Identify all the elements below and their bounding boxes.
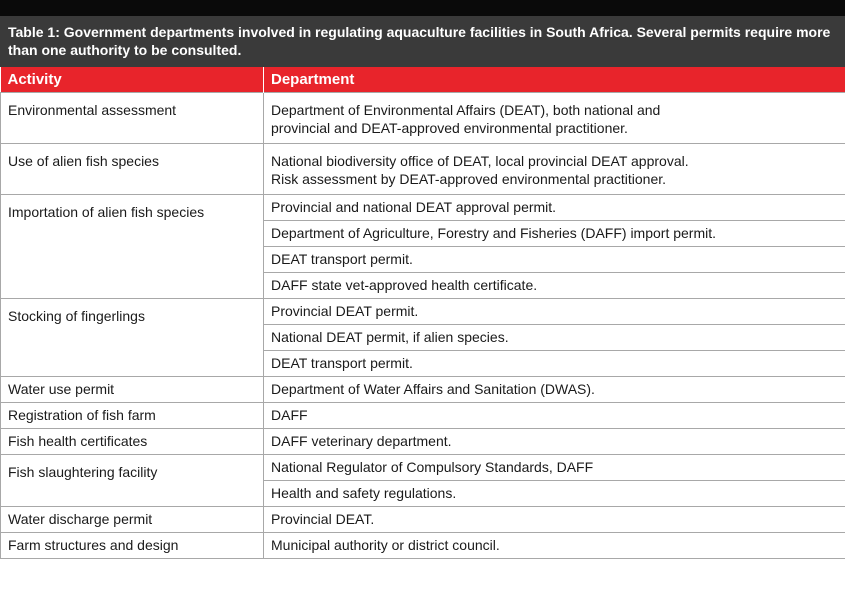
- department-cell: Provincial and national DEAT approval pe…: [263, 194, 845, 221]
- department-cell: National DEAT permit, if alien species.: [263, 324, 845, 351]
- activity-cell: Farm structures and design: [0, 532, 264, 559]
- activity-cell: Water discharge permit: [0, 506, 264, 533]
- table-row: Use of alien fish species National biodiv…: [0, 143, 845, 195]
- table-body: Environmental assessment Department of En…: [0, 92, 845, 559]
- table-row: Fish slaughtering facility National Regul…: [0, 454, 845, 507]
- table-row: Water discharge permit Provincial DEAT.: [0, 506, 845, 533]
- department-cell: DEAT transport permit.: [263, 350, 845, 377]
- top-bar: [0, 0, 845, 16]
- table-header-row: Activity Department: [0, 67, 845, 93]
- header-activity: Activity: [0, 67, 264, 93]
- activity-cell: Fish slaughtering facility: [0, 454, 264, 507]
- department-cell: DAFF: [263, 402, 845, 429]
- department-cell: Department of Water Affairs and Sanitati…: [263, 376, 845, 403]
- table-row: Importation of alien fish species Provinc…: [0, 194, 845, 299]
- department-cell: Municipal authority or district council.: [263, 532, 845, 559]
- department-cell: Health and safety regulations.: [263, 480, 845, 507]
- header-department: Department: [263, 67, 845, 93]
- department-cell: Provincial DEAT permit.: [263, 298, 845, 325]
- activity-cell: Registration of fish farm: [0, 402, 264, 429]
- activity-cell: Environmental assessment: [0, 92, 264, 144]
- table-row: Stocking of fingerlings Provincial DEAT p…: [0, 298, 845, 377]
- table-caption: Table 1: Government departments involved…: [0, 16, 845, 67]
- table-row: Registration of fish farm DAFF: [0, 402, 845, 429]
- table-row: Department of Agriculture, Forestry and …: [1, 220, 845, 247]
- department-cell: Department of Agriculture, Forestry and …: [263, 220, 845, 247]
- table-row: National DEAT permit, if alien species.: [1, 324, 845, 351]
- department-cell: DEAT transport permit.: [263, 246, 845, 273]
- regulation-table: Activity Department Environmental assess…: [0, 67, 845, 559]
- department-cell: Provincial DEAT.: [263, 506, 845, 533]
- table-row: Farm structures and design Municipal auth…: [0, 532, 845, 559]
- table-row: Water use permit Department of Water Affa…: [0, 376, 845, 403]
- department-cell: National biodiversity office of DEAT, lo…: [263, 143, 845, 195]
- activity-cell: Use of alien fish species: [0, 143, 264, 195]
- table-row: DAFF state vet-approved health certifica…: [1, 272, 845, 299]
- department-cell: DAFF state vet-approved health certifica…: [263, 272, 845, 299]
- table-row: Environmental assessment Department of En…: [0, 92, 845, 144]
- table-row: Fish health certificates DAFF veterinary …: [0, 428, 845, 455]
- department-cell: National Regulator of Compulsory Standar…: [263, 454, 845, 481]
- department-cell: DAFF veterinary department.: [263, 428, 845, 455]
- activity-cell: Fish health certificates: [0, 428, 264, 455]
- activity-cell: Stocking of fingerlings: [0, 298, 264, 377]
- activity-cell: Water use permit: [0, 376, 264, 403]
- activity-cell: Importation of alien fish species: [0, 194, 264, 299]
- department-cell: Department of Environmental Affairs (DEA…: [263, 92, 845, 144]
